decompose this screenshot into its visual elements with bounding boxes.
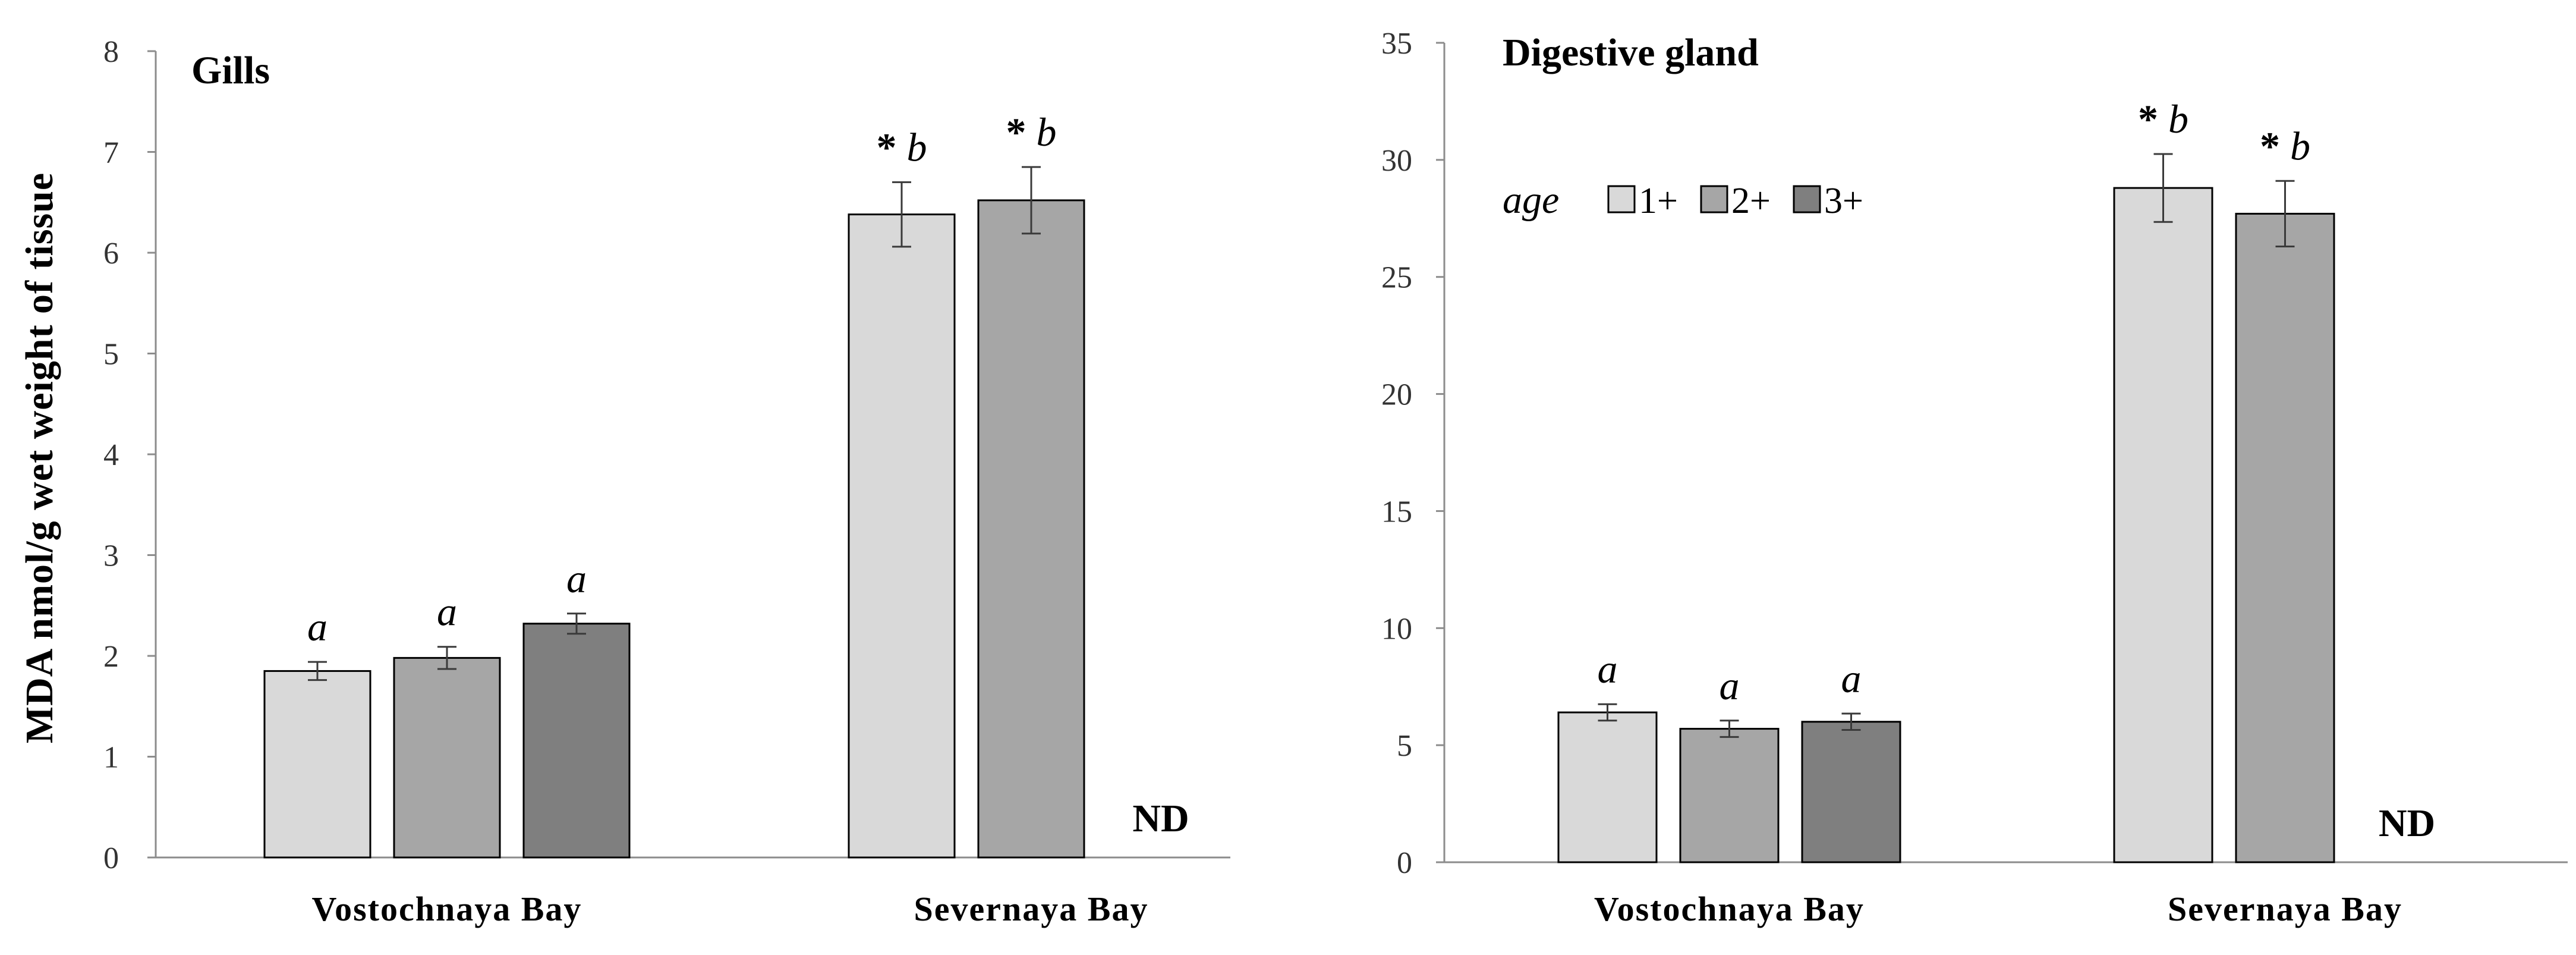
- legend-label-2-plus: 2+: [1731, 181, 1771, 221]
- significance-label: * b: [2260, 123, 2310, 168]
- y-tick-label: 15: [1381, 495, 1412, 529]
- legend-label-3-plus: 3+: [1824, 181, 1863, 221]
- legend-label-1-plus: 1+: [1639, 181, 1678, 221]
- legend-swatch-1-plus: [1607, 185, 1636, 213]
- y-tick-label: 5: [1397, 729, 1412, 763]
- significance-label: * b: [1006, 109, 1057, 155]
- y-tick-label: 30: [1381, 144, 1412, 178]
- y-tick-label: 6: [103, 237, 119, 271]
- y-tick-label: 4: [103, 438, 119, 472]
- y-tick-label: 25: [1381, 261, 1412, 295]
- legend-swatch-2-plus: [1700, 185, 1728, 213]
- legend-title: age: [1503, 178, 1559, 222]
- significance-label: a: [1598, 646, 1618, 692]
- significance-label: * b: [877, 124, 927, 169]
- bar-2-plus-severnaya: [2235, 212, 2335, 863]
- x-category-label: Vostochnaya Bay: [1594, 890, 1865, 928]
- bar-2-plus-vostochnaya: [1679, 728, 1780, 863]
- bar-1-plus-severnaya: [848, 213, 956, 859]
- y-tick-label: 8: [103, 35, 119, 69]
- significance-label: a: [307, 604, 327, 649]
- y-tick-label: 3: [103, 539, 119, 573]
- y-tick-label: 10: [1381, 612, 1412, 646]
- gills-panel-title: Gills: [191, 49, 270, 92]
- legend-swatch-3-plus: [1793, 185, 1821, 213]
- x-category-label: Severnaya Bay: [914, 890, 1149, 928]
- x-category-label: Vostochnaya Bay: [312, 890, 582, 928]
- y-tick-label: 0: [103, 841, 119, 875]
- gills-panel: MDA nmol/g wet weight of tissue Gills 0 1…: [18, 35, 1230, 928]
- significance-label: a: [1720, 663, 1740, 708]
- y-axis-title: MDA nmol/g wet weight of tissue: [18, 172, 61, 743]
- not-determined-label: ND: [2379, 802, 2435, 845]
- bar-1-plus-vostochnaya: [1557, 711, 1658, 863]
- digestive-gland-panel: Digestive gland age 1+ 2+ 3+ 0 5 10 15 20 25 3…: [1381, 27, 2568, 928]
- y-tick-label: 7: [103, 136, 119, 170]
- bar-3-plus-vostochnaya: [1801, 721, 1901, 863]
- x-category-label: Severnaya Bay: [2168, 890, 2402, 928]
- significance-label: * b: [2138, 96, 2188, 142]
- bar-1-plus-vostochnaya: [263, 670, 371, 859]
- y-tick-label: 0: [1397, 846, 1412, 880]
- bar-2-plus-vostochnaya: [393, 656, 501, 859]
- bar-2-plus-severnaya: [977, 199, 1085, 859]
- y-tick-label: 2: [103, 640, 119, 674]
- not-determined-label: ND: [1132, 797, 1189, 840]
- significance-label: a: [437, 589, 457, 634]
- legend: age 1+ 2+ 3+: [1503, 178, 1863, 222]
- significance-label: a: [1841, 656, 1862, 701]
- y-tick-label: 5: [103, 338, 119, 372]
- y-tick-label: 35: [1381, 27, 1412, 61]
- digestive-gland-panel-title: Digestive gland: [1503, 31, 1759, 74]
- bar-3-plus-vostochnaya: [522, 623, 631, 859]
- significance-label: a: [566, 556, 587, 601]
- bar-1-plus-severnaya: [2113, 187, 2213, 863]
- y-tick-label: 20: [1381, 378, 1412, 412]
- y-tick-label: 1: [103, 741, 119, 775]
